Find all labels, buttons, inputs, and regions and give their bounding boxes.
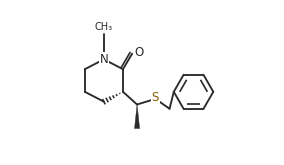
Text: N: N (99, 53, 108, 66)
Text: CH₃: CH₃ (95, 22, 113, 32)
Polygon shape (135, 104, 140, 129)
Text: O: O (135, 47, 144, 59)
Text: S: S (152, 91, 159, 104)
